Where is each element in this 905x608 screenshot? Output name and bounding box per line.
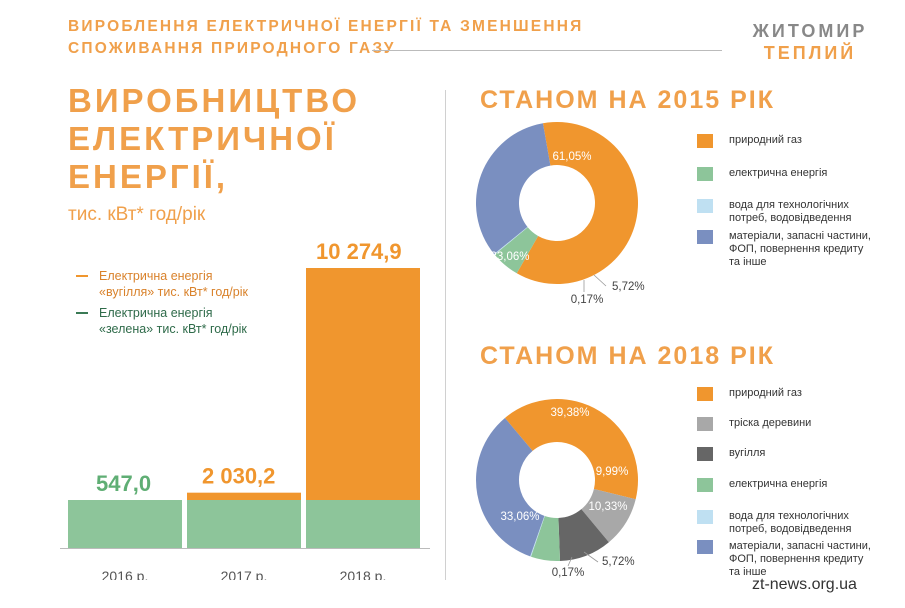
legend-label: матеріали, запасні частини, ФОП, повернен… <box>729 540 871 578</box>
chart-title: ВИРОБНИЦТВО ЕЛЕКТРИЧНОЇ ЕНЕРГІЇ, <box>68 82 428 196</box>
pie-chart-2018: 39,38% 9,99% 10,33% 5,72% 0,17% 33,06% <box>476 399 638 579</box>
legend-swatch <box>697 134 713 148</box>
pie-2015-title: СТАНОМ НА 2015 РІК <box>480 86 775 114</box>
legend-swatch <box>697 447 713 461</box>
pie-2018-title: СТАНОМ НА 2018 РІК <box>480 342 775 370</box>
legend-label: «вугілля» тис. кВт* год/рік <box>99 285 248 299</box>
pie-leader-line <box>593 274 607 287</box>
bar-coal-2 <box>306 268 420 500</box>
pie-value-label: 10,33% <box>588 501 627 513</box>
pie-slice-0 <box>516 122 638 284</box>
chart-unit: тис. кВт* год/рік <box>68 204 206 225</box>
legend-label: електрична енергія <box>729 167 828 179</box>
vertical-divider <box>445 90 446 580</box>
pie-slice-4 <box>530 515 545 557</box>
x-tick-label: 2016 р. <box>102 568 149 580</box>
legend-label: вода для технологічних потреб, водовідвед… <box>729 199 852 224</box>
page-header: Вироблення електричної енергії та зменше… <box>68 16 628 60</box>
pie-slice-5 <box>476 417 545 557</box>
pie-leader-line <box>567 556 573 567</box>
legend-swatch <box>697 478 713 492</box>
header-divider <box>372 50 722 51</box>
bar-coal-1 <box>187 492 301 500</box>
bar-green-2 <box>306 500 420 548</box>
pie-value-label: 5,72% <box>612 281 645 293</box>
pie-slice-1 <box>581 489 636 543</box>
pie-value-label: 9,99% <box>596 466 629 478</box>
bar-green-1 <box>187 500 301 548</box>
logo-line-2: ТЕПЛИЙ <box>763 43 857 63</box>
logo-line-1: ЖИТОМИР <box>752 21 868 41</box>
pie-chart-2015: 61,05% 5,72% 0,17% 33,06% <box>476 122 645 305</box>
pie-value-label: 0,17% <box>571 294 604 305</box>
pie-slice-3 <box>530 515 561 561</box>
bar-chart: 547,0 2016 р. 2 030,2 2017 р. 10 274,9 2018 р… <box>60 239 430 580</box>
pie-value-label: 0,17% <box>552 567 585 579</box>
legend-swatch <box>697 230 713 244</box>
legend-label: Електрична енергія <box>99 269 213 283</box>
source-label: zt-news.org.ua <box>752 576 857 593</box>
logo: ЖИТОМИР ТЕПЛИЙ <box>735 20 885 64</box>
pie-value-label: 33,06% <box>500 511 539 523</box>
title-line-3: ЕНЕРГІЇ, <box>68 158 229 195</box>
legend-swatch <box>697 387 713 401</box>
x-tick-label: 2017 р. <box>221 568 268 580</box>
title-line-1: ВИРОБНИЦТВО <box>68 82 361 119</box>
title-line-2: ЕЛЕКТРИЧНОЇ <box>68 120 337 157</box>
legend-label: вугілля <box>729 447 766 459</box>
pie-slice-2 <box>494 226 528 255</box>
legend-swatch <box>697 199 713 213</box>
pie-value-label: 39,38% <box>550 407 589 419</box>
legend-label: Електрична енергія <box>99 306 213 320</box>
legend-label: природний газ <box>729 134 802 146</box>
pie-slice-0 <box>504 399 638 500</box>
header-line-1: Вироблення електричної енергії та зменше… <box>68 18 584 35</box>
bar-green-0 <box>68 500 182 548</box>
pie-leader-line <box>583 551 599 563</box>
legend-swatch <box>697 510 713 524</box>
legend-swatch <box>697 167 713 181</box>
pie-value-label: 33,06% <box>490 251 529 263</box>
legend-label: «зелена» тис. кВт* год/рік <box>99 322 247 336</box>
bar-total-label: 10 274,9 <box>316 239 402 264</box>
legend-swatch <box>76 312 88 314</box>
legend-label: природний газ <box>729 387 802 399</box>
legend-label: електрична енергія <box>729 478 828 490</box>
pie-value-label: 5,72% <box>602 556 635 568</box>
legend-label: вода для технологічних потреб, водовідвед… <box>729 510 852 535</box>
bar-total-label: 2 030,2 <box>202 464 275 489</box>
pie-slice-1 <box>494 227 539 274</box>
legend-label: тріска деревини <box>729 417 812 429</box>
header-line-2: споживання природного газу <box>68 40 396 57</box>
x-tick-label: 2018 р. <box>340 568 387 580</box>
legend-label: матеріали, запасні частини, ФОП, повернен… <box>729 230 871 268</box>
legend-swatch <box>697 540 713 554</box>
pie-slice-2 <box>558 509 609 561</box>
bar-legend-coal: Електрична енергія «вугілля» тис. кВт* г… <box>76 268 306 300</box>
legend-swatch <box>76 275 88 277</box>
pie-slice-3 <box>476 123 551 254</box>
pie-value-label: 61,05% <box>552 151 591 163</box>
bar-total-label: 547,0 <box>96 471 151 496</box>
bar-legend-green: Електрична енергія «зелена» тис. кВт* го… <box>76 305 306 337</box>
legend-swatch <box>697 417 713 431</box>
